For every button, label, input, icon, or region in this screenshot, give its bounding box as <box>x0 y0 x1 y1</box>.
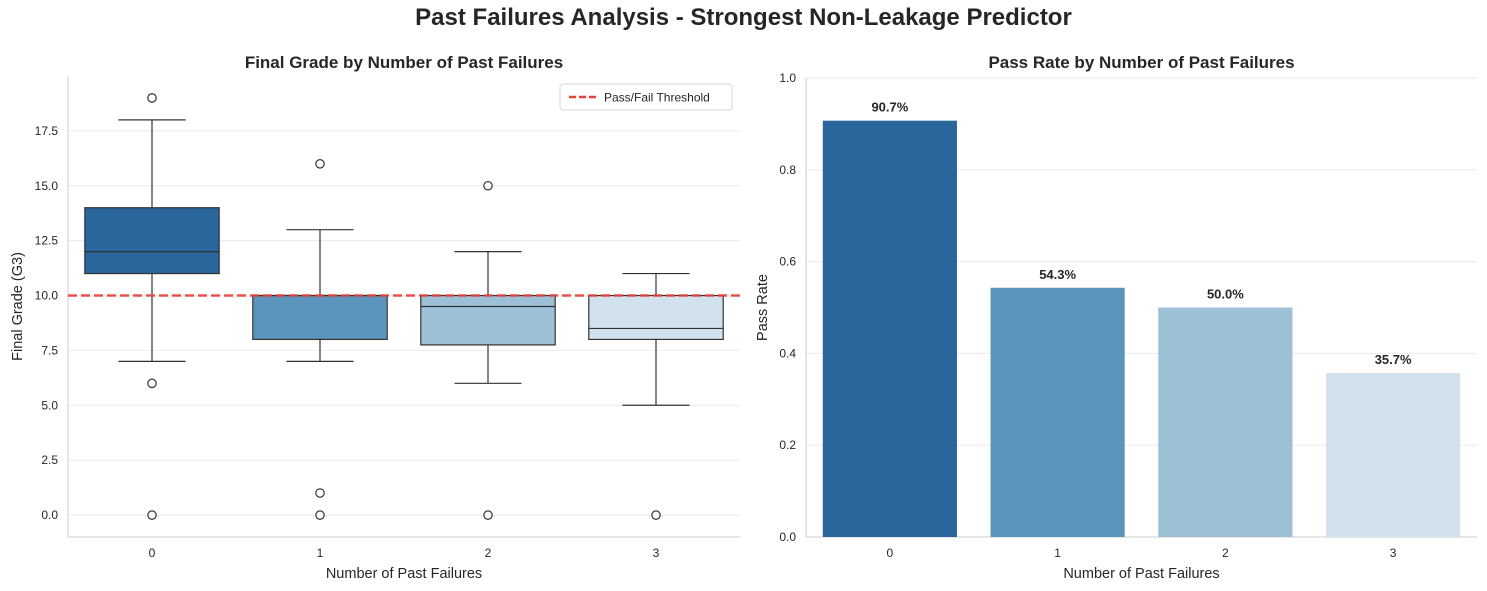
x-tick-label: 0 <box>149 546 156 560</box>
y-tick-label: 7.5 <box>41 343 58 357</box>
legend-label: Pass/Fail Threshold <box>604 91 710 105</box>
box-group-1 <box>252 159 388 520</box>
outlier-point <box>147 378 157 389</box>
x-tick-label: 0 <box>887 546 894 560</box>
boxplot-chart: 0.0 2.5 5.0 7.5 10.0 12.5 15.0 17.5 0 1 2 3 Final Gr… <box>10 53 740 582</box>
outlier-point <box>483 180 493 191</box>
box-group-3 <box>588 272 724 520</box>
y-tick-label: 0.0 <box>779 530 796 544</box>
y-tick-label: 12.5 <box>35 234 59 248</box>
x-tick-label: 3 <box>653 546 660 560</box>
bar-2 <box>1158 307 1293 537</box>
y-tick-label: 10.0 <box>35 289 59 303</box>
bar-data-label: 50.0% <box>1207 287 1244 302</box>
outlier-point <box>315 510 325 520</box>
bar-data-label: 35.7% <box>1375 352 1412 367</box>
x-tick-label: 2 <box>1222 546 1229 560</box>
bar-data-label: 54.3% <box>1039 267 1076 282</box>
legend: Pass/Fail Threshold <box>559 83 733 111</box>
y-tick-label: 17.5 <box>35 124 59 138</box>
y-tick-label: 0.6 <box>779 255 796 269</box>
outlier-point <box>651 510 661 520</box>
bar-chart: 90.7% 54.3% 50.0% 35.7% 0.0 0.2 0.4 0.6 0.8 1.0 0 1… <box>755 53 1477 582</box>
y-tick-label: 0.2 <box>779 438 796 452</box>
box <box>84 207 220 275</box>
bar-3 <box>1326 373 1461 537</box>
outlier-point <box>315 488 325 498</box>
box <box>420 294 556 346</box>
y-tick-label: 0.8 <box>779 163 796 177</box>
x-tick-label: 1 <box>1054 546 1061 560</box>
y-axis-label: Final Grade (G3) <box>10 252 26 361</box>
bar-0 <box>822 120 957 537</box>
y-tick-label: 1.0 <box>779 71 796 85</box>
box <box>588 294 724 341</box>
y-tick-label: 2.5 <box>41 453 58 467</box>
x-tick-label: 1 <box>317 546 324 560</box>
y-tick-label: 0.4 <box>779 346 796 360</box>
chart-title: Pass Rate by Number of Past Failures <box>988 53 1294 72</box>
x-tick-label: 3 <box>1390 546 1397 560</box>
bar-1 <box>990 287 1125 537</box>
bar-data-label: 90.7% <box>871 100 908 115</box>
figure-title: Past Failures Analysis - Strongest Non-L… <box>415 4 1072 31</box>
x-axis-label: Number of Past Failures <box>326 566 482 582</box>
x-tick-label: 2 <box>485 546 492 560</box>
y-axis-label: Pass Rate <box>755 274 771 341</box>
y-tick-label: 15.0 <box>35 179 59 193</box>
y-tick-label: 0.0 <box>41 508 58 522</box>
box <box>252 294 388 341</box>
outlier-point <box>315 159 325 169</box>
outlier-point <box>147 510 157 520</box>
y-tick-label: 5.0 <box>41 398 58 412</box>
outlier-point <box>483 510 493 520</box>
box-group-0 <box>84 93 220 520</box>
box-group-2 <box>420 180 556 520</box>
chart-title: Final Grade by Number of Past Failures <box>245 53 563 72</box>
legend-box <box>559 83 733 111</box>
outlier-point <box>147 93 157 103</box>
x-axis-label: Number of Past Failures <box>1063 566 1219 582</box>
